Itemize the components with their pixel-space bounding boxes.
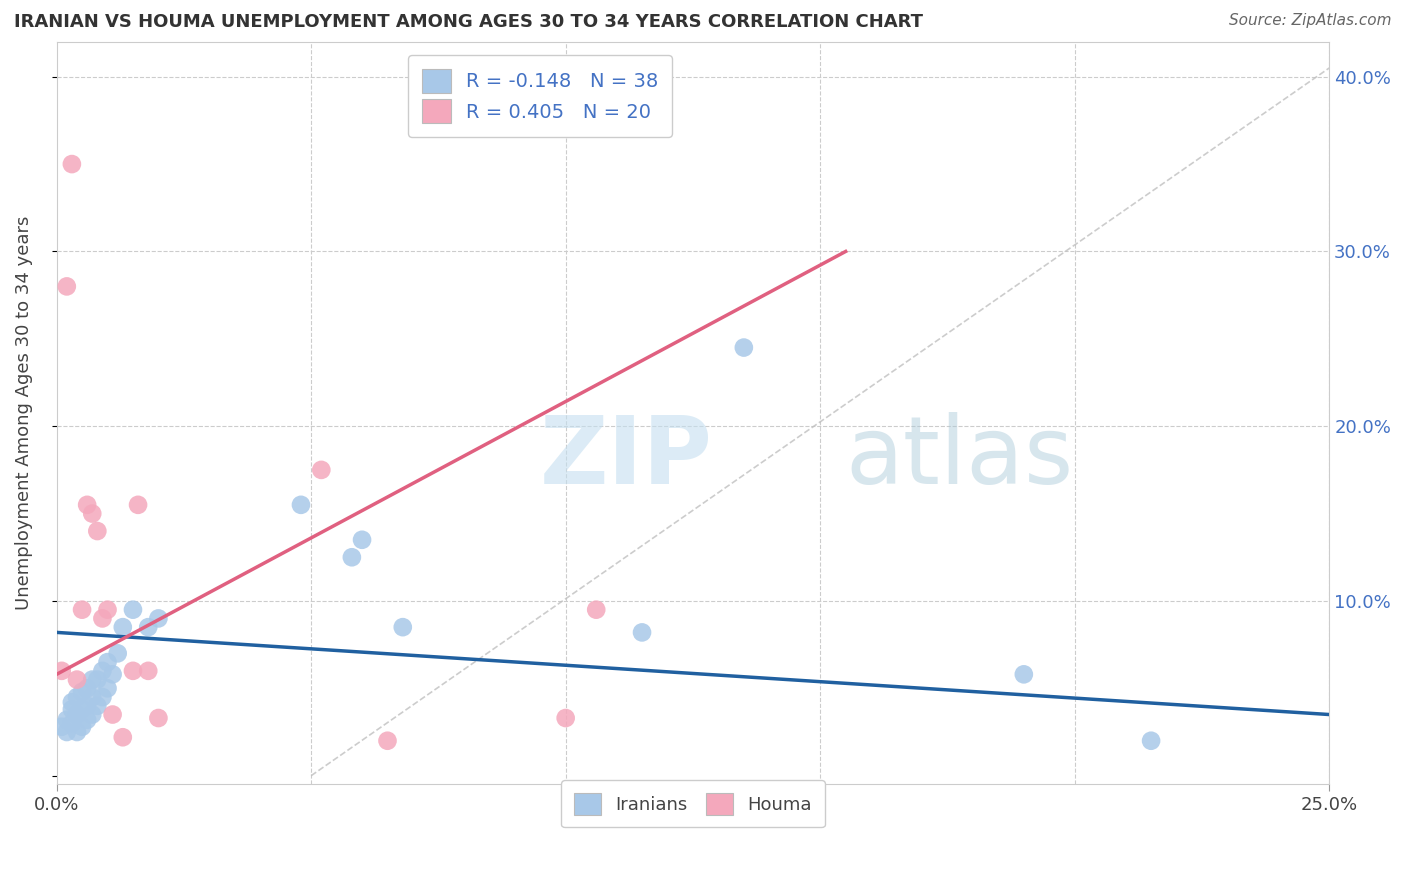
Point	[82, 707, 104, 722]
Point	[51, 720, 73, 734]
Point	[60, 716, 83, 731]
Point	[70, 720, 93, 734]
Point	[82, 673, 104, 687]
Point	[70, 702, 93, 716]
Point	[76, 713, 98, 727]
Point	[86, 673, 108, 687]
Point	[66, 690, 89, 704]
Point	[1140, 733, 1163, 747]
Point	[91, 690, 114, 704]
Point	[733, 341, 755, 355]
Point	[56, 725, 79, 739]
Point	[76, 498, 98, 512]
Point	[352, 533, 374, 547]
Point	[96, 681, 118, 696]
Point	[311, 463, 333, 477]
Legend: Iranians, Houma: Iranians, Houma	[561, 780, 824, 828]
Point	[127, 498, 149, 512]
Point	[290, 498, 312, 512]
Point	[82, 507, 104, 521]
Point	[377, 733, 399, 747]
Point	[122, 664, 145, 678]
Point	[101, 707, 124, 722]
Point	[86, 698, 108, 713]
Point	[91, 611, 114, 625]
Point	[76, 698, 98, 713]
Point	[56, 279, 79, 293]
Point	[66, 673, 89, 687]
Text: atlas: atlas	[845, 411, 1074, 504]
Point	[148, 711, 170, 725]
Point	[91, 664, 114, 678]
Point	[340, 550, 363, 565]
Point	[96, 603, 118, 617]
Y-axis label: Unemployment Among Ages 30 to 34 years: Unemployment Among Ages 30 to 34 years	[15, 216, 32, 610]
Point	[60, 157, 83, 171]
Text: ZIP: ZIP	[540, 411, 713, 504]
Point	[66, 725, 89, 739]
Text: Source: ZipAtlas.com: Source: ZipAtlas.com	[1229, 13, 1392, 29]
Point	[70, 685, 93, 699]
Point	[554, 711, 576, 725]
Point	[111, 620, 134, 634]
Point	[82, 690, 104, 704]
Point	[585, 603, 607, 617]
Point	[107, 646, 129, 660]
Point	[56, 713, 79, 727]
Point	[70, 603, 93, 617]
Point	[96, 655, 118, 669]
Point	[60, 695, 83, 709]
Text: IRANIAN VS HOUMA UNEMPLOYMENT AMONG AGES 30 TO 34 YEARS CORRELATION CHART: IRANIAN VS HOUMA UNEMPLOYMENT AMONG AGES…	[14, 13, 924, 31]
Point	[136, 664, 159, 678]
Point	[76, 681, 98, 696]
Point	[101, 667, 124, 681]
Point	[86, 524, 108, 538]
Point	[1012, 667, 1035, 681]
Point	[51, 664, 73, 678]
Point	[66, 707, 89, 722]
Point	[111, 731, 134, 745]
Point	[631, 625, 654, 640]
Point	[60, 702, 83, 716]
Point	[391, 620, 413, 634]
Point	[148, 611, 170, 625]
Point	[136, 620, 159, 634]
Point	[122, 603, 145, 617]
